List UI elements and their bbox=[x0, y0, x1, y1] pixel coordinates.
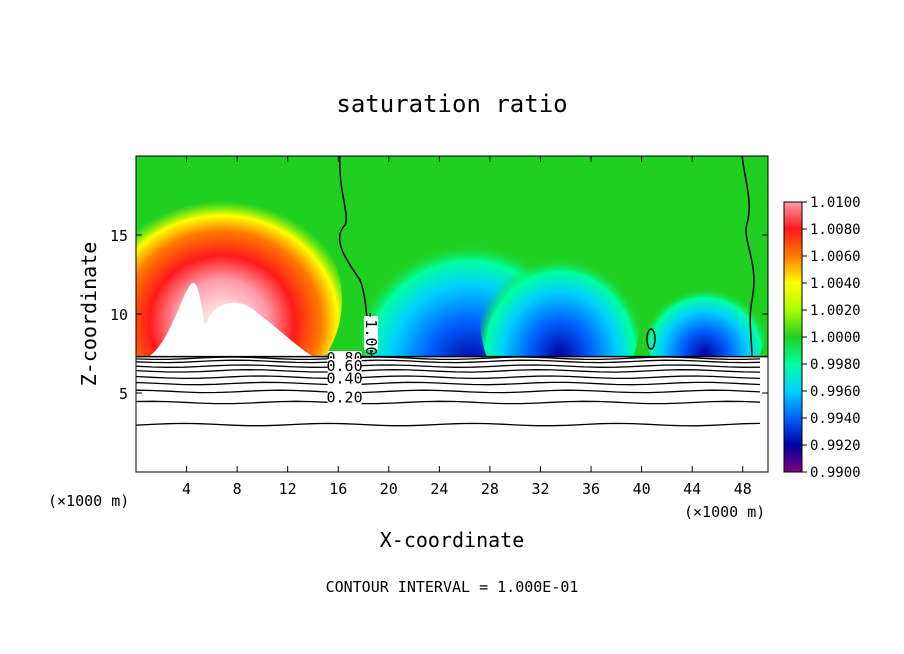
contour-label: 0.60 bbox=[326, 357, 362, 375]
contour-label: 0.20 bbox=[326, 388, 362, 406]
small-contour bbox=[646, 328, 656, 350]
y-axis: 5 10 15 bbox=[110, 227, 768, 403]
colorbar-label: 0.9940 bbox=[810, 411, 861, 427]
contour-line bbox=[136, 400, 761, 405]
unity-contour-right bbox=[741, 156, 755, 358]
colorbar-label: 1.0000 bbox=[810, 330, 861, 346]
contour-label: 0.40 bbox=[326, 370, 362, 388]
x-tick-label: 12 bbox=[279, 480, 297, 498]
x-tick-label: 48 bbox=[734, 480, 752, 498]
colorbar-label: 0.9900 bbox=[810, 465, 861, 481]
contour-label-bg bbox=[327, 390, 362, 405]
colorbar-label: 1.0040 bbox=[810, 276, 861, 292]
colorbar-label: 1.0100 bbox=[810, 195, 861, 211]
contour-line bbox=[136, 369, 761, 373]
saturated-white-zone bbox=[150, 282, 312, 356]
contour-line bbox=[136, 375, 761, 380]
unity-contour bbox=[338, 156, 373, 358]
contour-interval-note: CONTOUR INTERVAL = 1.000E-01 bbox=[326, 578, 579, 596]
x-tick-label: 44 bbox=[683, 480, 701, 498]
x-tick-label: 28 bbox=[481, 480, 499, 498]
contour-line bbox=[136, 422, 761, 427]
x-tick-label: 20 bbox=[380, 480, 398, 498]
contour-labels: -1.000.800.600.400.20 bbox=[326, 310, 380, 406]
x-tick-label: 8 bbox=[233, 480, 242, 498]
x-tick-label: 40 bbox=[633, 480, 651, 498]
colorbar bbox=[783, 201, 803, 473]
contour-lines bbox=[136, 355, 768, 427]
contour-label-bg bbox=[327, 371, 362, 386]
contour-line bbox=[136, 359, 761, 364]
contour-label-bg bbox=[327, 358, 362, 373]
x-axis-label: X-coordinate bbox=[380, 528, 525, 552]
contour-label-bg bbox=[364, 315, 379, 350]
contour-label: -1.00 bbox=[362, 310, 380, 355]
contour-line bbox=[136, 389, 761, 394]
x-tick-label: 16 bbox=[329, 480, 347, 498]
contour-line bbox=[136, 381, 761, 386]
x-tick-label: 24 bbox=[430, 480, 448, 498]
x-unit-left: (×1000 m) bbox=[48, 492, 129, 510]
x-tick-label: 32 bbox=[531, 480, 549, 498]
colorbar-label: 1.0080 bbox=[810, 222, 861, 238]
colorbar-label: 0.9960 bbox=[810, 384, 861, 400]
x-tick-label: 4 bbox=[182, 480, 191, 498]
x-unit-right: (×1000 m) bbox=[684, 503, 765, 521]
colorbar-label: 1.0060 bbox=[810, 249, 861, 265]
colorbar-ticks: 1.0100 1.0080 1.0060 1.0040 1.0020 1.0000 0.99… bbox=[802, 195, 861, 481]
chart-title: saturation ratio bbox=[336, 90, 567, 118]
y-tick-label: 5 bbox=[119, 385, 128, 403]
terrain-mask bbox=[136, 357, 768, 472]
y-tick-label: 10 bbox=[110, 306, 128, 324]
x-tick-label: 36 bbox=[582, 480, 600, 498]
colorbar-label: 0.9980 bbox=[810, 357, 861, 373]
colorbar-label: 0.9920 bbox=[810, 438, 861, 454]
y-tick-label: 15 bbox=[110, 227, 128, 245]
x-axis: 4 8 12 16 20 24 28 32 36 40 44 48 bbox=[182, 156, 752, 498]
y-axis-label: Z-coordinate bbox=[77, 242, 101, 387]
colorbar-label: 1.0020 bbox=[810, 303, 861, 319]
plot-area bbox=[136, 156, 768, 472]
contour-line bbox=[136, 364, 761, 368]
